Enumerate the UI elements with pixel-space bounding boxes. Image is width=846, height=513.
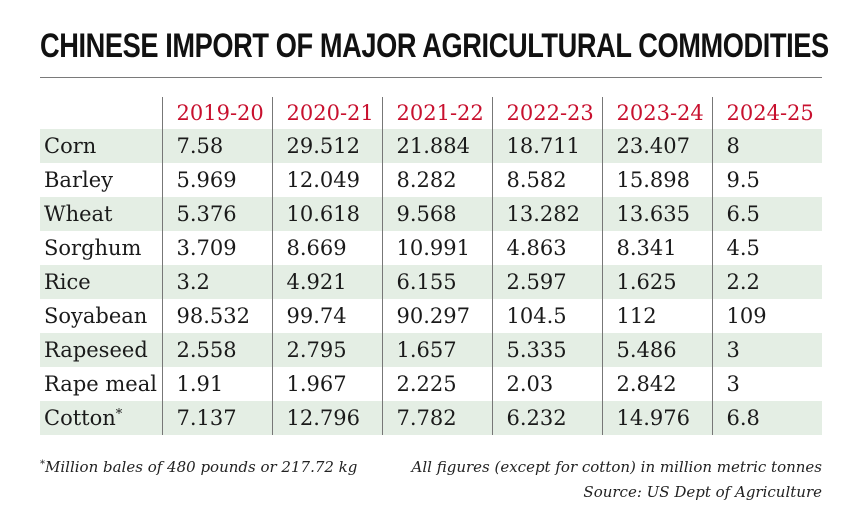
commodity-name: Cotton — [44, 406, 116, 430]
value-cell: 13.635 — [601, 197, 712, 231]
value-cell: 8.669 — [271, 231, 382, 265]
footnote-marker: * — [115, 407, 123, 422]
value-cell: 14.976 — [601, 401, 712, 435]
cotton-footnote: *Million bales of 480 pounds or 217.72 k… — [40, 458, 357, 476]
row-label: Sorghum — [40, 231, 162, 265]
imports-table: 2019-20 2020-21 2021-22 2022-23 2023-24 2024-… — [40, 97, 822, 435]
row-label: Rice — [40, 265, 162, 299]
value-cell: 2.225 — [381, 367, 492, 401]
value-cell: 18.711 — [491, 129, 602, 163]
row-label: Rape meal — [40, 367, 162, 401]
value-cell: 23.407 — [601, 129, 712, 163]
column-header: 2023-24 — [601, 97, 712, 129]
value-cell: 5.335 — [491, 333, 602, 367]
table-row: Cotton* 7.137 12.796 7.782 6.232 14.976 6.8 — [40, 401, 822, 435]
row-label: Corn — [40, 129, 162, 163]
value-cell: 5.969 — [161, 163, 272, 197]
value-cell: 8 — [711, 129, 822, 163]
value-cell: 13.282 — [491, 197, 602, 231]
table-row: Corn 7.58 29.512 21.884 18.711 23.407 8 — [40, 129, 822, 163]
value-cell: 1.967 — [271, 367, 382, 401]
commodity-name: Corn — [44, 134, 97, 158]
value-cell: 5.376 — [161, 197, 272, 231]
value-cell: 1.91 — [161, 367, 272, 401]
column-header: 2020-21 — [271, 97, 382, 129]
value-cell: 4.921 — [271, 265, 382, 299]
table-row: Rapeseed 2.558 2.795 1.657 5.335 5.486 3 — [40, 333, 822, 367]
value-cell: 3 — [711, 333, 822, 367]
row-label: Barley — [40, 163, 162, 197]
value-cell: 2.842 — [601, 367, 712, 401]
table-row: Rape meal 1.91 1.967 2.225 2.03 2.842 3 — [40, 367, 822, 401]
value-cell: 3.709 — [161, 231, 272, 265]
value-cell: 8.341 — [601, 231, 712, 265]
value-cell: 1.657 — [381, 333, 492, 367]
value-cell: 9.5 — [711, 163, 822, 197]
header-row: 2019-20 2020-21 2021-22 2022-23 2023-24 2024-… — [40, 97, 822, 129]
value-cell: 4.863 — [491, 231, 602, 265]
value-cell: 29.512 — [271, 129, 382, 163]
value-cell: 21.884 — [381, 129, 492, 163]
table-row: Soyabean 98.532 99.74 90.297 104.5 112 109 — [40, 299, 822, 333]
value-cell: 6.155 — [381, 265, 492, 299]
footnote-mark: * — [40, 459, 45, 470]
value-cell: 12.796 — [271, 401, 382, 435]
value-cell: 7.58 — [161, 129, 272, 163]
row-label: Wheat — [40, 197, 162, 231]
value-cell: 109 — [711, 299, 822, 333]
value-cell: 6.8 — [711, 401, 822, 435]
column-header: 2022-23 — [491, 97, 602, 129]
units-note: All figures (except for cotton) in milli… — [411, 458, 822, 476]
table-row: Rice 3.2 4.921 6.155 2.597 1.625 2.2 — [40, 265, 822, 299]
value-cell: 15.898 — [601, 163, 712, 197]
table-row: Wheat 5.376 10.618 9.568 13.282 13.635 6.5 — [40, 197, 822, 231]
value-cell: 10.618 — [271, 197, 382, 231]
value-cell: 3 — [711, 367, 822, 401]
commodity-name: Rice — [44, 270, 91, 294]
header-corner — [40, 97, 162, 129]
value-cell: 8.582 — [491, 163, 602, 197]
commodity-name: Rape meal — [44, 372, 157, 396]
value-cell: 3.2 — [161, 265, 272, 299]
footnote-text: Million bales of 480 pounds or 217.72 kg — [45, 458, 358, 476]
value-cell: 1.625 — [601, 265, 712, 299]
value-cell: 90.297 — [381, 299, 492, 333]
value-cell: 104.5 — [491, 299, 602, 333]
value-cell: 2.03 — [491, 367, 602, 401]
value-cell: 6.5 — [711, 197, 822, 231]
value-cell: 10.991 — [381, 231, 492, 265]
column-header: 2024-25 — [711, 97, 822, 129]
commodity-name: Barley — [44, 168, 113, 192]
value-cell: 7.782 — [381, 401, 492, 435]
value-cell: 112 — [601, 299, 712, 333]
table-row: Barley 5.969 12.049 8.282 8.582 15.898 9.5 — [40, 163, 822, 197]
value-cell: 98.532 — [161, 299, 272, 333]
chart-title: CHINESE IMPORT OF MAJOR AGRICULTURAL COM… — [40, 27, 829, 65]
commodity-name: Sorghum — [44, 236, 142, 260]
value-cell: 2.795 — [271, 333, 382, 367]
value-cell: 99.74 — [271, 299, 382, 333]
value-cell: 2.2 — [711, 265, 822, 299]
value-cell: 5.486 — [601, 333, 712, 367]
value-cell: 7.137 — [161, 401, 272, 435]
row-label: Soyabean — [40, 299, 162, 333]
row-label: Rapeseed — [40, 333, 162, 367]
commodity-name: Rapeseed — [44, 338, 148, 362]
value-cell: 9.568 — [381, 197, 492, 231]
title-divider — [40, 77, 822, 78]
value-cell: 6.232 — [491, 401, 602, 435]
row-label: Cotton* — [40, 401, 162, 435]
value-cell: 2.558 — [161, 333, 272, 367]
source-note: Source: US Dept of Agriculture — [583, 483, 822, 501]
column-header: 2019-20 — [161, 97, 272, 129]
table-row: Sorghum 3.709 8.669 10.991 4.863 8.341 4.5 — [40, 231, 822, 265]
column-header: 2021-22 — [381, 97, 492, 129]
commodity-name: Soyabean — [44, 304, 148, 328]
value-cell: 2.597 — [491, 265, 602, 299]
table-body: Corn 7.58 29.512 21.884 18.711 23.407 8 Barley 5… — [40, 129, 822, 435]
commodity-name: Wheat — [44, 202, 113, 226]
value-cell: 8.282 — [381, 163, 492, 197]
value-cell: 4.5 — [711, 231, 822, 265]
value-cell: 12.049 — [271, 163, 382, 197]
